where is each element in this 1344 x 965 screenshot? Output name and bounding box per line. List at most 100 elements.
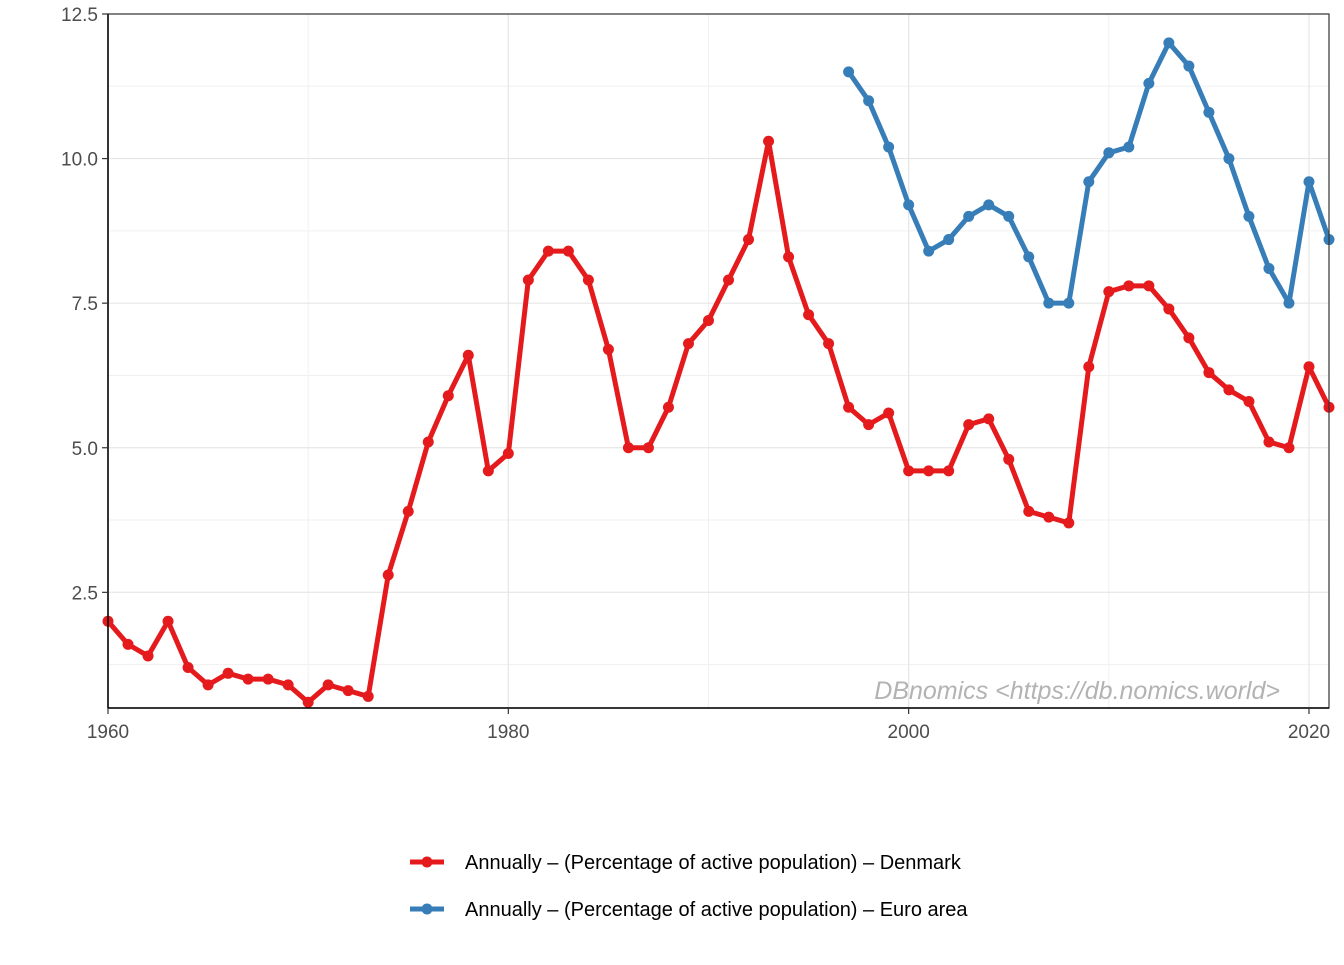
y-tick-label: 10.0 (61, 150, 98, 171)
data-point (582, 274, 594, 286)
data-point (222, 667, 234, 679)
data-point (142, 650, 154, 662)
data-point (1163, 37, 1175, 49)
data-point (1063, 297, 1075, 309)
data-point (1243, 210, 1255, 222)
data-point (763, 135, 775, 147)
data-point (1143, 77, 1155, 89)
data-point (1303, 361, 1315, 373)
data-point (903, 199, 915, 211)
y-tick-label: 5.0 (72, 439, 98, 460)
data-point (803, 309, 815, 321)
y-tick-label: 7.5 (72, 294, 98, 315)
data-point (963, 210, 975, 222)
data-point (202, 679, 214, 691)
data-point (442, 390, 454, 402)
data-point (883, 141, 895, 153)
data-point (622, 442, 634, 454)
data-point (482, 465, 494, 477)
y-tick-label: 12.5 (61, 5, 98, 26)
data-point (462, 349, 474, 361)
data-point (522, 274, 534, 286)
data-point (983, 413, 995, 425)
data-point (302, 696, 314, 708)
legend-key-point (421, 903, 433, 915)
data-point (1143, 280, 1155, 292)
data-point (1023, 251, 1035, 263)
data-point (783, 251, 795, 263)
legend-label: Annually – (Percentage of active populat… (465, 899, 968, 921)
data-point (402, 505, 414, 517)
watermark-text: DBnomics <https://db.nomics.world> (874, 677, 1280, 705)
data-point (682, 338, 694, 350)
data-point (983, 199, 995, 211)
data-point (1123, 280, 1135, 292)
data-point (502, 448, 514, 460)
x-tick-label: 2000 (888, 722, 930, 743)
data-point (723, 274, 735, 286)
data-point (1223, 384, 1235, 396)
data-point (342, 685, 354, 697)
data-point (1103, 286, 1115, 298)
data-point (382, 569, 394, 581)
data-point (1203, 367, 1215, 379)
x-tick-label: 2020 (1288, 722, 1330, 743)
data-point (863, 95, 875, 107)
data-point (743, 234, 755, 246)
data-point (943, 465, 955, 477)
data-point (602, 343, 614, 355)
data-point (242, 673, 254, 685)
data-point (1103, 147, 1115, 159)
data-point (1183, 60, 1195, 72)
data-point (122, 638, 134, 650)
series-lines (102, 37, 1335, 708)
data-point (362, 690, 374, 702)
data-point (1003, 453, 1015, 465)
data-point (863, 419, 875, 431)
x-tick-label: 1980 (487, 722, 529, 743)
data-point (1283, 297, 1295, 309)
data-point (883, 407, 895, 419)
data-point (1283, 442, 1295, 454)
data-point (642, 442, 654, 454)
data-point (182, 662, 194, 674)
data-point (1083, 176, 1095, 188)
data-point (1303, 176, 1315, 188)
data-point (662, 401, 674, 413)
data-point (282, 679, 294, 691)
data-point (1263, 436, 1275, 448)
data-point (1043, 297, 1055, 309)
data-point (1003, 210, 1015, 222)
data-point (943, 234, 955, 246)
data-point (1043, 511, 1055, 523)
data-point (1243, 395, 1255, 407)
data-point (903, 465, 915, 477)
x-tick-label: 1960 (87, 722, 129, 743)
axes: 2.5 5.0 7.5 10.0 12.5 1960 1980 2000 2020 (61, 5, 1330, 743)
data-point (1163, 303, 1175, 315)
data-point (1023, 505, 1035, 517)
data-point (542, 245, 554, 257)
data-point (322, 679, 334, 691)
data-point (1083, 361, 1095, 373)
data-point (162, 615, 174, 627)
data-point (1183, 332, 1195, 344)
data-point (1063, 517, 1075, 529)
data-point (262, 673, 274, 685)
data-point (1223, 153, 1235, 165)
data-point (963, 419, 975, 431)
data-point (422, 436, 434, 448)
data-point (1203, 106, 1215, 118)
data-point (923, 245, 935, 257)
y-tick-label: 2.5 (72, 583, 98, 604)
legend: Annually – (Percentage of active populat… (410, 852, 968, 921)
data-point (702, 315, 714, 327)
data-point (823, 338, 835, 350)
legend-label: Annually – (Percentage of active populat… (465, 852, 962, 874)
data-point (1263, 262, 1275, 274)
data-point (1123, 141, 1135, 153)
data-point (562, 245, 574, 257)
